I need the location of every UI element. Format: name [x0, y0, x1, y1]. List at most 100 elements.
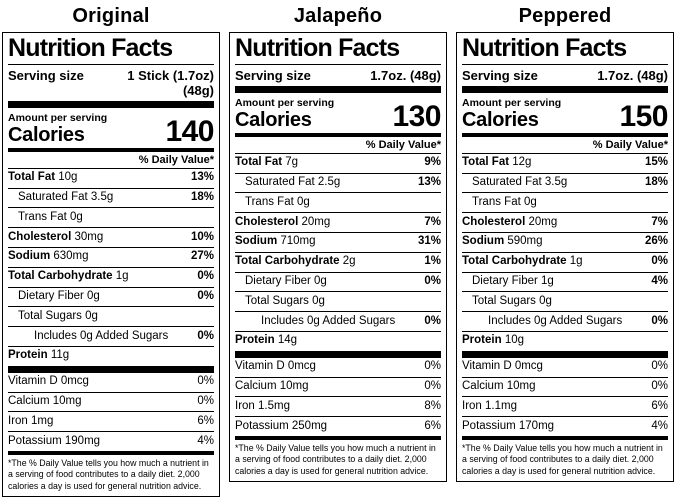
vitamin-row: Vitamin D 0mcg 0% [8, 373, 214, 392]
amount-per-serving-label: Amount per serving [235, 96, 335, 109]
nutrition-label: Nutrition Facts Serving size 1 Stick (1.… [2, 32, 220, 498]
serving-size-label: Serving size [8, 67, 84, 83]
nutrient-row: Total Carbohydrate 1g 0% [462, 251, 668, 272]
divider-bar [462, 435, 668, 440]
nutrient-row: Total Fat 10g 13% [8, 167, 214, 188]
nutrient-daily-value: 4% [651, 275, 668, 288]
nutrient-daily-value: 0% [651, 314, 668, 327]
nutrition-facts-heading: Nutrition Facts [8, 33, 214, 65]
vitamin-name-amount: Iron 1.5mg [235, 399, 290, 412]
nutrient-name-amount: Saturated Fat 3.5g [472, 176, 568, 189]
nutrient-row: Total Carbohydrate 1g 0% [8, 266, 214, 287]
nutrient-row: Cholesterol 20mg 7% [235, 212, 441, 232]
nutrient-row: Trans Fat 0g [462, 192, 668, 212]
divider-bar [235, 132, 441, 137]
calories-section: Amount per serving Calories 140 [8, 108, 214, 148]
nutrient-daily-value: 13% [417, 176, 441, 189]
serving-size-value: 1.7oz. (48g) [597, 67, 668, 83]
nutrient-name-amount: Includes 0g Added Sugars [261, 314, 396, 327]
nutrient-row: Includes 0g Added Sugars 0% [235, 311, 441, 331]
divider-bar [462, 350, 668, 358]
divider-bar [8, 100, 214, 108]
divider-bar [462, 85, 668, 93]
vitamin-daily-value: 4% [651, 419, 668, 432]
nutrient-daily-value: 31% [417, 235, 441, 248]
nutrient-daily-value: 0% [651, 255, 668, 268]
divider-bar [8, 365, 214, 373]
daily-value-header: % Daily Value* [592, 138, 668, 151]
vitamin-row: Potassium 190mg 4% [8, 431, 214, 451]
vitamin-row: Calcium 10mg 0% [8, 391, 214, 412]
nutrient-name-amount: Total Sugars 0g [472, 294, 552, 307]
daily-value-header: % Daily Value* [365, 138, 441, 151]
nutrient-name-amount: Cholesterol 20mg [462, 215, 558, 228]
serving-size-label: Serving size [462, 67, 538, 83]
nutrient-rows: Total Fat 10g 13% Saturated Fat 3.5g 18% Tra… [8, 167, 214, 366]
nutrient-daily-value: 26% [644, 235, 668, 248]
nutrient-row: Protein 11g [8, 345, 214, 366]
vitamin-row: Iron 1.1mg 6% [462, 396, 668, 416]
vitamin-daily-value: 0% [197, 375, 214, 388]
nutrient-name-amount: Includes 0g Added Sugars [488, 314, 623, 327]
nutrient-name-amount: Total Fat 7g [235, 156, 299, 169]
serving-size-row: Serving size 1.7oz. (48g) [235, 65, 441, 86]
nutrient-row: Cholesterol 20mg 7% [462, 212, 668, 232]
nutrient-name-amount: Saturated Fat 2.5g [245, 176, 341, 189]
daily-value-header: % Daily Value* [138, 153, 214, 166]
nutrient-name-amount: Dietary Fiber 0g [245, 275, 327, 288]
nutrient-name-amount: Trans Fat 0g [472, 195, 537, 208]
vitamin-name-amount: Potassium 170mg [462, 419, 555, 432]
nutrient-name-amount: Trans Fat 0g [245, 195, 310, 208]
vitamin-name-amount: Calcium 10mg [462, 380, 536, 393]
nutrient-daily-value: 1% [424, 255, 441, 268]
nutrient-row: Total Sugars 0g [462, 291, 668, 311]
vitamin-row: Potassium 250mg 6% [235, 416, 441, 436]
nutrient-daily-value: 0% [197, 270, 214, 283]
nutrient-row: Protein 14g [235, 330, 441, 351]
nutrient-daily-value: 9% [424, 156, 441, 169]
nutrient-daily-value: 7% [651, 215, 668, 228]
nutrient-name-amount: Dietary Fiber 0g [18, 290, 100, 303]
nutrient-name-amount: Total Sugars 0g [18, 309, 98, 322]
nutrient-row: Includes 0g Added Sugars 0% [462, 311, 668, 331]
vitamin-daily-value: 0% [424, 360, 441, 373]
vitamin-name-amount: Vitamin D 0mcg [235, 360, 316, 373]
nutrient-name-amount: Total Carbohydrate 1g [8, 270, 129, 283]
vitamin-name-amount: Iron 1.1mg [462, 399, 517, 412]
vitamin-daily-value: 0% [197, 395, 214, 408]
nutrient-name-amount: Dietary Fiber 1g [472, 275, 554, 288]
column-peppered: Peppered Nutrition Facts Serving size 1.… [456, 2, 674, 483]
calories-section: Amount per serving Calories 150 [462, 93, 668, 133]
column-jalapeno: Jalapeño Nutrition Facts Serving size 1.… [229, 2, 447, 483]
nutrient-name-amount: Total Carbohydrate 2g [235, 255, 356, 268]
divider-bar [235, 435, 441, 440]
nutrient-row: Total Carbohydrate 2g 1% [235, 251, 441, 272]
divider-bar [8, 147, 214, 152]
daily-value-footnote: *The % Daily Value tells you how much a … [235, 442, 436, 476]
daily-value-footnote: *The % Daily Value tells you how much a … [462, 442, 663, 476]
vitamin-daily-value: 4% [197, 434, 214, 447]
nutrient-row: Dietary Fiber 0g 0% [8, 286, 214, 307]
nutrient-name-amount: Saturated Fat 3.5g [18, 191, 114, 204]
nutrient-row: Trans Fat 0g [235, 192, 441, 212]
vitamin-name-amount: Potassium 190mg [8, 434, 101, 447]
amount-per-serving-label: Amount per serving [462, 96, 562, 109]
nutrient-row: Trans Fat 0g [8, 207, 214, 227]
serving-size-value: 1.7oz. (48g) [370, 67, 441, 83]
vitamin-row: Calcium 10mg 0% [462, 376, 668, 397]
vitamin-daily-value: 6% [424, 419, 441, 432]
nutrient-name-amount: Cholesterol 30mg [8, 230, 104, 243]
vitamin-name-amount: Calcium 10mg [8, 395, 82, 408]
nutrition-label: Nutrition Facts Serving size 1.7oz. (48g… [456, 32, 674, 483]
serving-size-row: Serving size 1 Stick (1.7oz) (48g) [8, 65, 214, 101]
nutrient-daily-value: 0% [197, 290, 214, 303]
vitamin-daily-value: 6% [651, 399, 668, 412]
vitamin-daily-value: 6% [197, 414, 214, 427]
nutrient-row: Sodium 590mg 26% [462, 231, 668, 252]
vitamin-daily-value: 0% [651, 360, 668, 373]
nutrient-daily-value: 0% [197, 329, 214, 342]
vitamin-name-amount: Vitamin D 0mcg [8, 375, 89, 388]
nutrient-name-amount: Total Fat 10g [8, 171, 78, 184]
vitamin-name-amount: Vitamin D 0mcg [462, 360, 543, 373]
nutrient-name-amount: Trans Fat 0g [18, 210, 83, 223]
